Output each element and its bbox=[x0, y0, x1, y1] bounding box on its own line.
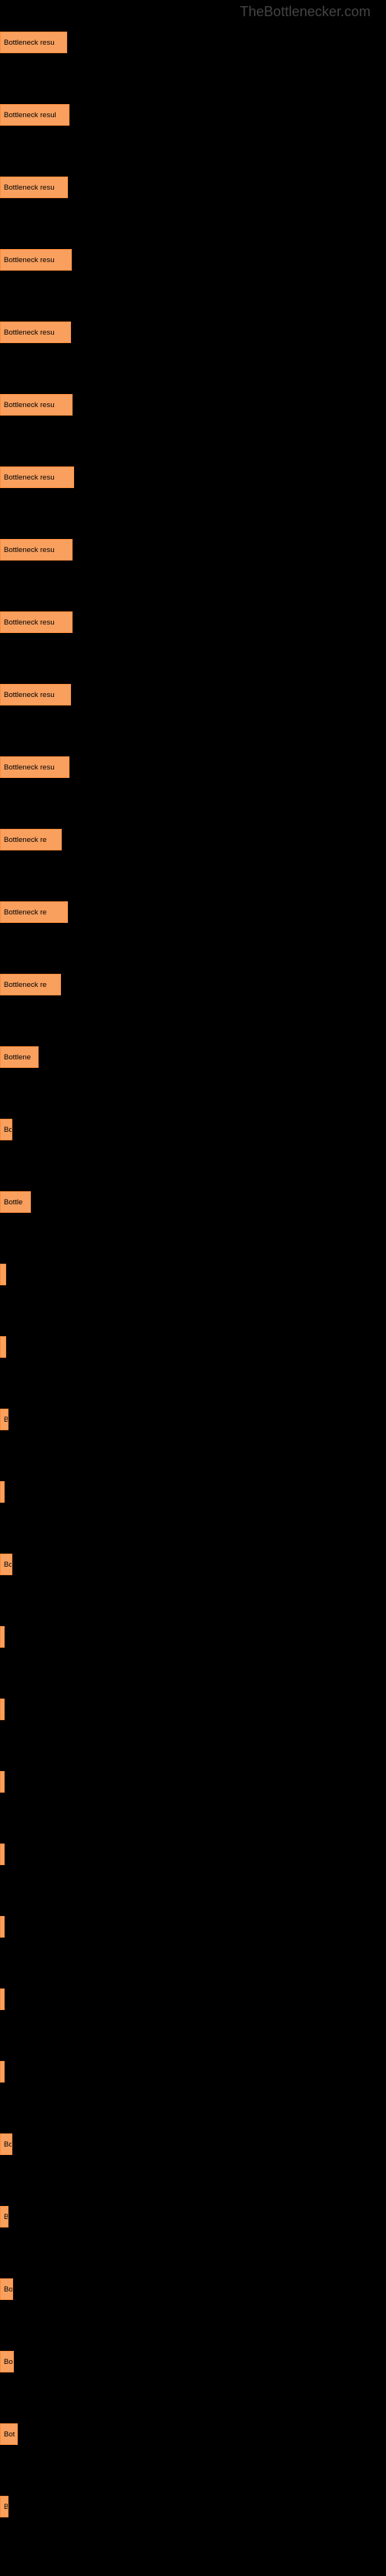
bar-row: Bottleneck resu bbox=[0, 684, 386, 705]
bar-label: Bottleneck re bbox=[4, 836, 46, 844]
bar-chart: Bottleneck resu Bottleneck resul Bottlenec… bbox=[0, 24, 386, 2576]
chart-bar: Bottleneck resu bbox=[0, 394, 73, 416]
chart-bar: Bottleneck resu bbox=[0, 249, 72, 271]
bar-row: Bo bbox=[0, 2133, 386, 2155]
bar-row: Bottleneck re bbox=[0, 974, 386, 995]
bar-label: Bottle bbox=[4, 1198, 22, 1207]
chart-bar: Bottleneck resu bbox=[0, 32, 67, 53]
bar-label: Bo bbox=[4, 1561, 12, 1569]
bar-row: Bottleneck re bbox=[0, 829, 386, 850]
chart-bar: Bo bbox=[0, 2351, 14, 2372]
bar-row: Bottleneck resu bbox=[0, 32, 386, 53]
watermark-text: TheBottlenecker.com bbox=[0, 0, 386, 24]
bar-row bbox=[0, 1336, 386, 1358]
chart-bar: Bo bbox=[0, 1554, 12, 1575]
bar-label: Bo bbox=[4, 2285, 13, 2294]
chart-bar bbox=[0, 1699, 5, 1720]
chart-bar: Bottleneck resu bbox=[0, 322, 71, 343]
bar-row bbox=[0, 1771, 386, 1793]
chart-bar: Bo bbox=[0, 1119, 12, 1140]
bar-label: Bo bbox=[4, 1126, 12, 1134]
chart-bar: B bbox=[0, 1409, 8, 1430]
bar-label: Bottleneck resu bbox=[4, 184, 54, 192]
bar-label: Bottleneck resu bbox=[4, 691, 54, 699]
bar-row: B bbox=[0, 1409, 386, 1430]
bar-row bbox=[0, 2061, 386, 2083]
chart-bar bbox=[0, 1916, 5, 1938]
bar-row: Bo bbox=[0, 2278, 386, 2300]
bar-row: B bbox=[0, 2206, 386, 2227]
chart-bar: Bo bbox=[0, 2133, 12, 2155]
bar-label: Bottleneck resu bbox=[4, 328, 54, 337]
bar-row: Bottle bbox=[0, 1191, 386, 1213]
chart-bar: Bottleneck re bbox=[0, 829, 62, 850]
chart-bar: B bbox=[0, 2206, 8, 2227]
bar-label: Bottleneck resu bbox=[4, 763, 54, 772]
bar-label: B bbox=[4, 2213, 8, 2221]
bar-row: Bottleneck resu bbox=[0, 611, 386, 633]
chart-bar bbox=[0, 1988, 5, 2010]
bar-row bbox=[0, 1844, 386, 1865]
chart-bar bbox=[0, 1626, 5, 1648]
chart-bar: Bottleneck re bbox=[0, 901, 68, 923]
bar-label: Bottleneck resu bbox=[4, 473, 54, 482]
chart-bar: Bottleneck resu bbox=[0, 466, 74, 488]
bar-row: Bottleneck resul bbox=[0, 104, 386, 126]
bar-label: B bbox=[4, 1416, 8, 1424]
chart-bar bbox=[0, 1481, 5, 1503]
bar-row bbox=[0, 1626, 386, 1648]
bar-row: Bottleneck resu bbox=[0, 466, 386, 488]
chart-bar: Bottleneck resu bbox=[0, 684, 71, 705]
bar-label: Bottleneck resu bbox=[4, 401, 54, 409]
chart-bar: Bottle bbox=[0, 1191, 31, 1213]
bar-row bbox=[0, 1481, 386, 1503]
bar-label: Bottleneck resu bbox=[4, 618, 54, 627]
bar-label: B bbox=[4, 2503, 8, 2511]
bar-row: B bbox=[0, 2496, 386, 2517]
chart-bar: B bbox=[0, 2496, 8, 2517]
chart-bar: Bottleneck resul bbox=[0, 104, 69, 126]
chart-bar: Bottleneck resu bbox=[0, 756, 69, 778]
chart-bar bbox=[0, 1771, 5, 1793]
bar-row: Bo bbox=[0, 2351, 386, 2372]
bar-row: Bottleneck resu bbox=[0, 394, 386, 416]
chart-bar bbox=[0, 1336, 6, 1358]
bar-label: Bottleneck resu bbox=[4, 546, 54, 554]
bar-label: Bottleneck re bbox=[4, 908, 46, 917]
bar-row: Bottleneck resu bbox=[0, 322, 386, 343]
chart-bar: Bottleneck resu bbox=[0, 177, 68, 198]
chart-bar: Bottleneck resu bbox=[0, 611, 73, 633]
bar-label: Bottleneck resu bbox=[4, 39, 54, 47]
bar-label: Bottleneck re bbox=[4, 981, 46, 989]
bar-row bbox=[0, 1988, 386, 2010]
bar-row: Bottleneck resu bbox=[0, 249, 386, 271]
bar-row: Bottleneck resu bbox=[0, 539, 386, 561]
chart-bar bbox=[0, 2061, 5, 2083]
bar-row: Bo bbox=[0, 1554, 386, 1575]
chart-bar: Bo bbox=[0, 2278, 13, 2300]
bar-row: Bo bbox=[0, 1119, 386, 1140]
bar-label: Bo bbox=[4, 2358, 13, 2366]
bar-label: Bottleneck resu bbox=[4, 256, 54, 264]
bar-row bbox=[0, 1699, 386, 1720]
bar-row: Bottleneck re bbox=[0, 901, 386, 923]
chart-bar: Bot bbox=[0, 2423, 18, 2445]
bar-row: Bottlene bbox=[0, 1046, 386, 1068]
bar-row: Bottleneck resu bbox=[0, 756, 386, 778]
chart-bar bbox=[0, 1844, 5, 1865]
bar-label: Bot bbox=[4, 2430, 15, 2439]
bar-row bbox=[0, 1916, 386, 1938]
chart-bar bbox=[0, 1264, 6, 1285]
bar-label: Bottleneck resul bbox=[4, 111, 56, 120]
chart-bar: Bottleneck re bbox=[0, 974, 61, 995]
chart-bar: Bottlene bbox=[0, 1046, 39, 1068]
bar-row: Bottleneck resu bbox=[0, 177, 386, 198]
bar-row bbox=[0, 1264, 386, 1285]
bar-label: Bo bbox=[4, 2140, 12, 2149]
chart-bar: Bottleneck resu bbox=[0, 539, 73, 561]
bar-row: Bot bbox=[0, 2423, 386, 2445]
bar-label: Bottlene bbox=[4, 1053, 31, 1062]
